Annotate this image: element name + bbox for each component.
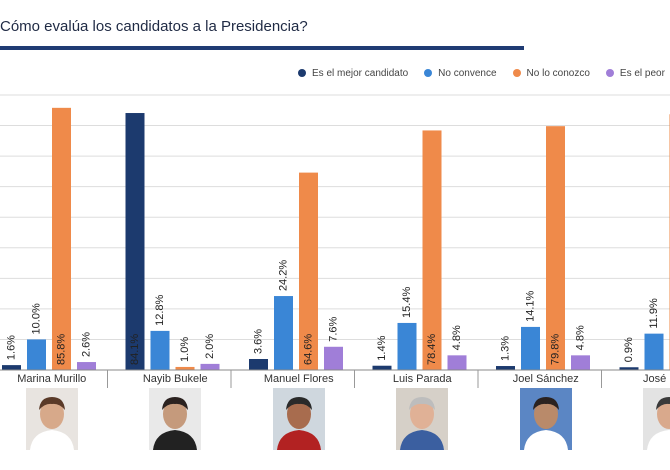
bar-1 (496, 366, 515, 370)
x-tick-label: José Reno (643, 373, 670, 385)
x-tick-label: Luis Parada (393, 373, 453, 385)
bar-1 (249, 359, 268, 370)
data-label: 79.8% (549, 334, 561, 365)
data-label: 1.3% (499, 336, 511, 361)
legend-label: Es el peor (619, 68, 665, 79)
data-label: 64.6% (302, 334, 314, 365)
legend-label: No convence (438, 68, 497, 79)
x-tick-label: Joel Sánchez (513, 373, 579, 385)
legend-marker (424, 69, 433, 77)
bar-1 (2, 365, 21, 370)
bar-3 (175, 366, 195, 370)
bar-1 (125, 113, 145, 371)
x-tick-label: Nayib Bukele (143, 373, 208, 385)
x-tick-label: Marina Murillo (17, 373, 86, 385)
data-label: 0.9% (623, 337, 635, 362)
data-label: 2.0% (204, 334, 216, 359)
bar-3 (546, 126, 565, 371)
bar-4 (571, 355, 590, 370)
legend-item: No lo conozco (512, 68, 590, 79)
legend-item: Es el mejor candidato (298, 68, 408, 79)
data-label: 4.8% (451, 325, 463, 350)
chart-title: Cómo evalúa los candidatos a la Presiden… (0, 18, 308, 35)
bar-4 (77, 362, 96, 370)
bar-3 (52, 107, 71, 370)
candidate-photo-marina-murillo (26, 388, 78, 450)
x-tick-label: Manuel Flores (264, 373, 334, 385)
bar-1 (372, 365, 392, 370)
candidate-photo-nayib-bukele (149, 388, 201, 450)
legend: Es el mejor candidato No convence No lo co… (298, 68, 670, 79)
data-label: 12.8% (154, 294, 166, 325)
legend-item: Es el peor (605, 68, 665, 79)
data-label: 15.4% (401, 287, 413, 318)
data-label: 14.1% (524, 291, 536, 322)
legend-label: Es el mejor candidato (312, 68, 409, 79)
data-label: 11.9% (648, 298, 660, 329)
data-label: 1.6% (5, 335, 17, 360)
candidate-photo-joel-sanchez (520, 388, 572, 450)
legend-label: No lo conozco (526, 68, 590, 79)
bar-4 (200, 363, 220, 370)
legend-marker (605, 69, 614, 77)
data-label: 78.4% (426, 334, 438, 365)
legend-item: No convence (424, 68, 497, 79)
data-label: 85.8% (55, 334, 67, 365)
candidate-photo-luis-parada (396, 388, 448, 450)
data-label: 1.0% (179, 337, 191, 362)
bar-4 (447, 355, 467, 370)
bar-2 (274, 296, 293, 370)
bar-3 (422, 130, 442, 370)
bar-3 (299, 172, 318, 370)
bar-2 (644, 333, 664, 370)
data-label: 24.2% (277, 260, 289, 291)
legend-marker (512, 69, 521, 77)
bar-2 (27, 339, 46, 370)
title-underline (0, 46, 524, 50)
candidate-photo-jose-reno (643, 388, 670, 450)
data-label: 3.6% (252, 329, 264, 354)
data-label: 4.8% (574, 325, 586, 350)
bar-2 (150, 330, 170, 370)
bar-1 (619, 367, 639, 370)
data-label: 7.6% (327, 316, 339, 341)
candidate-photo-manuel-flores (273, 388, 325, 450)
data-label: 1.4% (376, 335, 388, 360)
legend-marker (298, 69, 306, 77)
data-label: 10.0% (30, 303, 42, 334)
data-label: 84.1% (129, 334, 141, 365)
bar-2 (521, 326, 540, 370)
data-label: 2.6% (80, 332, 92, 357)
bar-4 (324, 346, 343, 370)
bar-2 (397, 322, 417, 370)
